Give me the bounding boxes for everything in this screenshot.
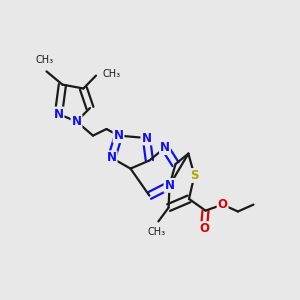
Text: CH₃: CH₃ [35,55,53,65]
Text: S: S [190,169,199,182]
Text: CH₃: CH₃ [148,227,166,237]
Text: N: N [71,115,82,128]
Text: N: N [141,131,152,145]
Text: N: N [160,141,170,154]
Text: N: N [106,151,117,164]
Text: N: N [164,179,175,192]
Text: N: N [53,107,64,121]
Text: CH₃: CH₃ [103,69,121,79]
Text: O: O [199,222,209,235]
Text: N: N [113,129,124,142]
Text: O: O [218,198,228,211]
